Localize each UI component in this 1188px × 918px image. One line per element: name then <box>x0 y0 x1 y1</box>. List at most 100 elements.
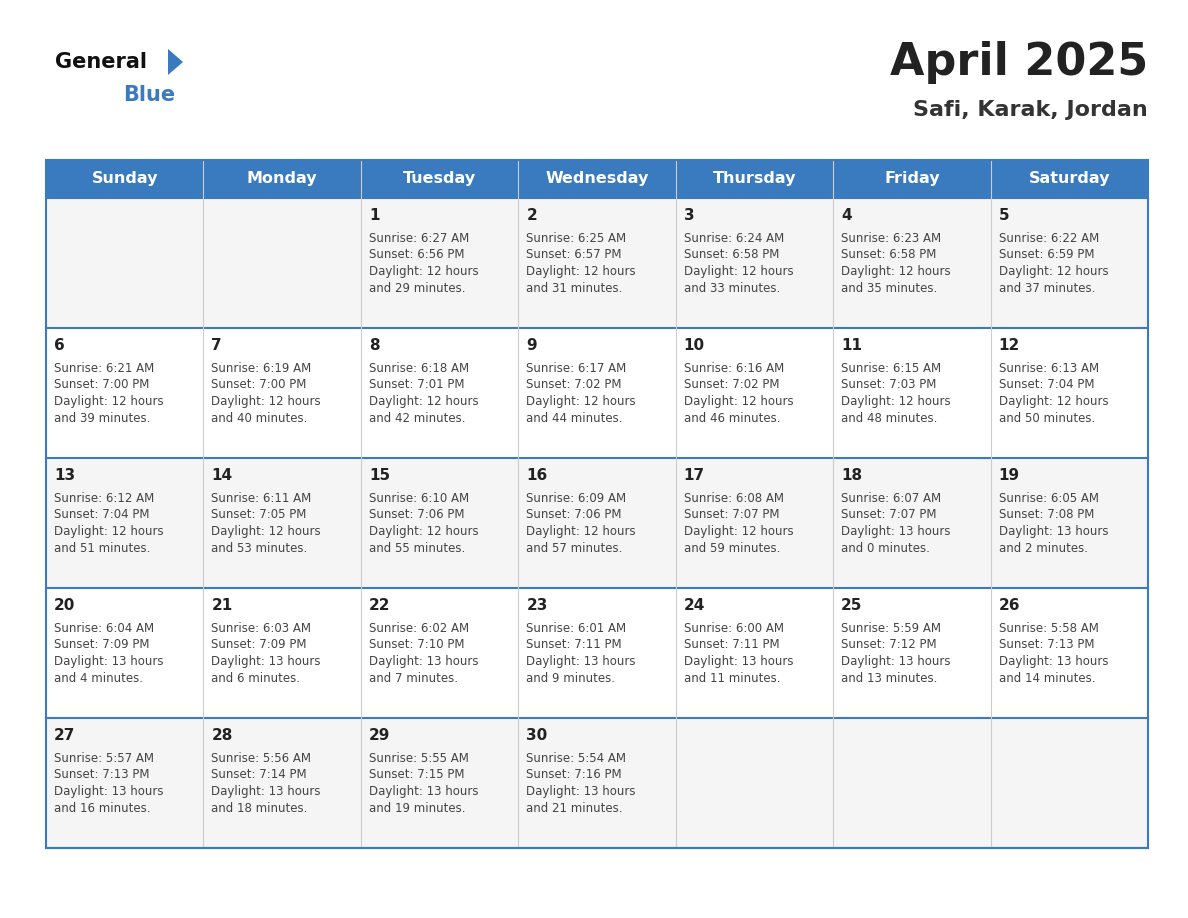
Text: Wednesday: Wednesday <box>545 172 649 186</box>
Text: Daylight: 12 hours: Daylight: 12 hours <box>211 525 321 538</box>
Text: Sunrise: 6:13 AM: Sunrise: 6:13 AM <box>999 362 1099 375</box>
Text: Sunset: 7:00 PM: Sunset: 7:00 PM <box>53 378 150 391</box>
Text: Monday: Monday <box>247 172 317 186</box>
Text: Sunrise: 5:58 AM: Sunrise: 5:58 AM <box>999 622 1099 635</box>
Text: and 13 minutes.: and 13 minutes. <box>841 671 937 685</box>
Text: Daylight: 13 hours: Daylight: 13 hours <box>526 785 636 798</box>
Text: Daylight: 13 hours: Daylight: 13 hours <box>526 655 636 668</box>
Text: Sunset: 6:56 PM: Sunset: 6:56 PM <box>368 249 465 262</box>
Text: Sunset: 6:59 PM: Sunset: 6:59 PM <box>999 249 1094 262</box>
Text: Sunrise: 6:21 AM: Sunrise: 6:21 AM <box>53 362 154 375</box>
Text: and 19 minutes.: and 19 minutes. <box>368 801 466 814</box>
Text: Sunset: 7:11 PM: Sunset: 7:11 PM <box>684 639 779 652</box>
Text: Sunset: 7:01 PM: Sunset: 7:01 PM <box>368 378 465 391</box>
Text: Sunrise: 6:12 AM: Sunrise: 6:12 AM <box>53 492 154 505</box>
Text: April 2025: April 2025 <box>890 40 1148 84</box>
Text: and 53 minutes.: and 53 minutes. <box>211 542 308 554</box>
Text: Sunset: 7:06 PM: Sunset: 7:06 PM <box>368 509 465 521</box>
Text: and 59 minutes.: and 59 minutes. <box>684 542 781 554</box>
Text: Sunrise: 6:10 AM: Sunrise: 6:10 AM <box>368 492 469 505</box>
Text: Sunrise: 5:54 AM: Sunrise: 5:54 AM <box>526 752 626 765</box>
Text: Daylight: 12 hours: Daylight: 12 hours <box>841 265 950 278</box>
Text: Blue: Blue <box>124 85 175 105</box>
Text: Daylight: 13 hours: Daylight: 13 hours <box>211 785 321 798</box>
Text: Sunrise: 6:07 AM: Sunrise: 6:07 AM <box>841 492 941 505</box>
Text: 7: 7 <box>211 338 222 353</box>
Text: General: General <box>55 52 147 72</box>
Text: Tuesday: Tuesday <box>403 172 476 186</box>
Text: Sunday: Sunday <box>91 172 158 186</box>
Text: Daylight: 13 hours: Daylight: 13 hours <box>999 525 1108 538</box>
Text: Sunrise: 5:55 AM: Sunrise: 5:55 AM <box>368 752 469 765</box>
Text: Daylight: 12 hours: Daylight: 12 hours <box>999 265 1108 278</box>
Text: Daylight: 13 hours: Daylight: 13 hours <box>211 655 321 668</box>
Text: and 18 minutes.: and 18 minutes. <box>211 801 308 814</box>
Text: 25: 25 <box>841 598 862 613</box>
Text: Sunset: 7:11 PM: Sunset: 7:11 PM <box>526 639 621 652</box>
Text: Daylight: 12 hours: Daylight: 12 hours <box>368 525 479 538</box>
Text: and 0 minutes.: and 0 minutes. <box>841 542 930 554</box>
Text: and 51 minutes.: and 51 minutes. <box>53 542 151 554</box>
Text: 24: 24 <box>684 598 706 613</box>
Text: and 57 minutes.: and 57 minutes. <box>526 542 623 554</box>
Text: and 11 minutes.: and 11 minutes. <box>684 671 781 685</box>
Text: Daylight: 13 hours: Daylight: 13 hours <box>53 785 164 798</box>
Text: Sunrise: 6:08 AM: Sunrise: 6:08 AM <box>684 492 784 505</box>
Text: Sunset: 7:10 PM: Sunset: 7:10 PM <box>368 639 465 652</box>
Text: Sunrise: 5:56 AM: Sunrise: 5:56 AM <box>211 752 311 765</box>
Text: Sunset: 7:07 PM: Sunset: 7:07 PM <box>841 509 936 521</box>
Text: 11: 11 <box>841 338 862 353</box>
Text: and 6 minutes.: and 6 minutes. <box>211 671 301 685</box>
Text: Daylight: 12 hours: Daylight: 12 hours <box>841 395 950 408</box>
Bar <box>46 718 1148 848</box>
Text: 13: 13 <box>53 468 75 483</box>
Text: Sunset: 7:04 PM: Sunset: 7:04 PM <box>53 509 150 521</box>
Text: 17: 17 <box>684 468 704 483</box>
Text: Daylight: 12 hours: Daylight: 12 hours <box>684 265 794 278</box>
Text: Sunset: 7:07 PM: Sunset: 7:07 PM <box>684 509 779 521</box>
Text: Thursday: Thursday <box>713 172 796 186</box>
Text: 19: 19 <box>999 468 1019 483</box>
Text: Daylight: 13 hours: Daylight: 13 hours <box>999 655 1108 668</box>
Text: Sunrise: 5:57 AM: Sunrise: 5:57 AM <box>53 752 154 765</box>
Text: Sunset: 7:02 PM: Sunset: 7:02 PM <box>684 378 779 391</box>
Text: Sunrise: 6:18 AM: Sunrise: 6:18 AM <box>368 362 469 375</box>
Text: Daylight: 12 hours: Daylight: 12 hours <box>684 395 794 408</box>
Bar <box>46 160 1148 198</box>
Text: 15: 15 <box>368 468 390 483</box>
Text: Daylight: 13 hours: Daylight: 13 hours <box>53 655 164 668</box>
Text: 26: 26 <box>999 598 1020 613</box>
Bar <box>46 160 1148 848</box>
Text: 4: 4 <box>841 208 852 223</box>
Text: Daylight: 12 hours: Daylight: 12 hours <box>684 525 794 538</box>
Text: and 42 minutes.: and 42 minutes. <box>368 411 466 424</box>
Text: and 40 minutes.: and 40 minutes. <box>211 411 308 424</box>
Text: Sunset: 7:04 PM: Sunset: 7:04 PM <box>999 378 1094 391</box>
Bar <box>46 328 1148 458</box>
Text: Sunrise: 6:16 AM: Sunrise: 6:16 AM <box>684 362 784 375</box>
Text: Daylight: 13 hours: Daylight: 13 hours <box>684 655 794 668</box>
Text: 27: 27 <box>53 728 75 743</box>
Text: and 35 minutes.: and 35 minutes. <box>841 282 937 295</box>
Text: Sunset: 6:58 PM: Sunset: 6:58 PM <box>841 249 936 262</box>
Text: Sunrise: 6:15 AM: Sunrise: 6:15 AM <box>841 362 941 375</box>
Text: Sunrise: 5:59 AM: Sunrise: 5:59 AM <box>841 622 941 635</box>
Bar <box>46 458 1148 588</box>
Text: Daylight: 12 hours: Daylight: 12 hours <box>999 395 1108 408</box>
Text: and 46 minutes.: and 46 minutes. <box>684 411 781 424</box>
Text: Sunset: 7:03 PM: Sunset: 7:03 PM <box>841 378 936 391</box>
Text: 6: 6 <box>53 338 65 353</box>
Text: Sunset: 6:58 PM: Sunset: 6:58 PM <box>684 249 779 262</box>
Text: 2: 2 <box>526 208 537 223</box>
Text: Sunset: 7:08 PM: Sunset: 7:08 PM <box>999 509 1094 521</box>
Text: 8: 8 <box>368 338 379 353</box>
Text: Sunrise: 6:24 AM: Sunrise: 6:24 AM <box>684 232 784 245</box>
Text: Sunrise: 6:11 AM: Sunrise: 6:11 AM <box>211 492 311 505</box>
Text: Sunset: 7:09 PM: Sunset: 7:09 PM <box>211 639 307 652</box>
Text: Sunset: 7:16 PM: Sunset: 7:16 PM <box>526 768 621 781</box>
Text: 20: 20 <box>53 598 75 613</box>
Text: and 21 minutes.: and 21 minutes. <box>526 801 623 814</box>
Bar <box>46 198 1148 328</box>
Text: and 39 minutes.: and 39 minutes. <box>53 411 151 424</box>
Text: Sunrise: 6:00 AM: Sunrise: 6:00 AM <box>684 622 784 635</box>
